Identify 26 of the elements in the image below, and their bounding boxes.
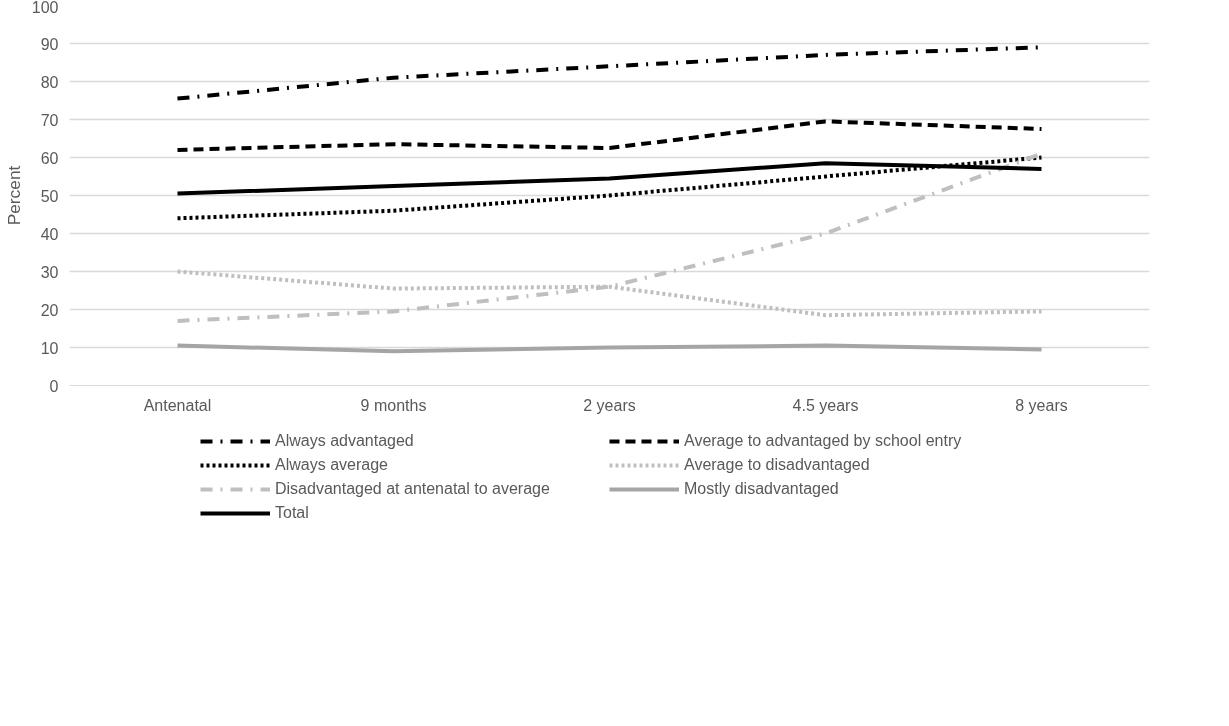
y-tick-label: 10	[40, 339, 59, 357]
legend-label: Always average	[275, 455, 389, 475]
y-tick-label: 70	[40, 111, 59, 129]
legend-label: Average to advantaged by school entry	[684, 431, 963, 451]
y-tick-label: 80	[40, 73, 59, 91]
line-series	[175, 155, 1044, 221]
x-tick-label: 4.5 years	[792, 396, 859, 414]
x-tick-label: 9 months	[360, 396, 427, 414]
y-tick-label: 30	[40, 263, 59, 281]
x-tick-label: 2 years	[583, 396, 636, 414]
legend-label: Mostly disadvantaged	[684, 479, 840, 499]
x-tick-label: Antenatal	[143, 396, 212, 414]
y-tick-label: 20	[40, 301, 59, 319]
y-tick-label: 90	[40, 35, 59, 53]
legend-label: Disadvantaged at antenatal to average	[275, 479, 551, 499]
legend-label: Always advantaged	[275, 431, 415, 451]
legend-label: Average to disadvantaged	[684, 455, 871, 475]
y-axis-title: Percent	[3, 165, 24, 226]
legend-label: Total	[275, 503, 310, 523]
line-series	[175, 119, 1044, 152]
y-tick-label: 60	[40, 149, 59, 167]
y-tick-label: 40	[40, 225, 59, 243]
y-tick-label: 100	[31, 0, 59, 16]
y-tick-label: 50	[40, 187, 59, 205]
x-tick-label: 8 years	[1015, 396, 1068, 414]
y-tick-label: 0	[49, 377, 59, 395]
